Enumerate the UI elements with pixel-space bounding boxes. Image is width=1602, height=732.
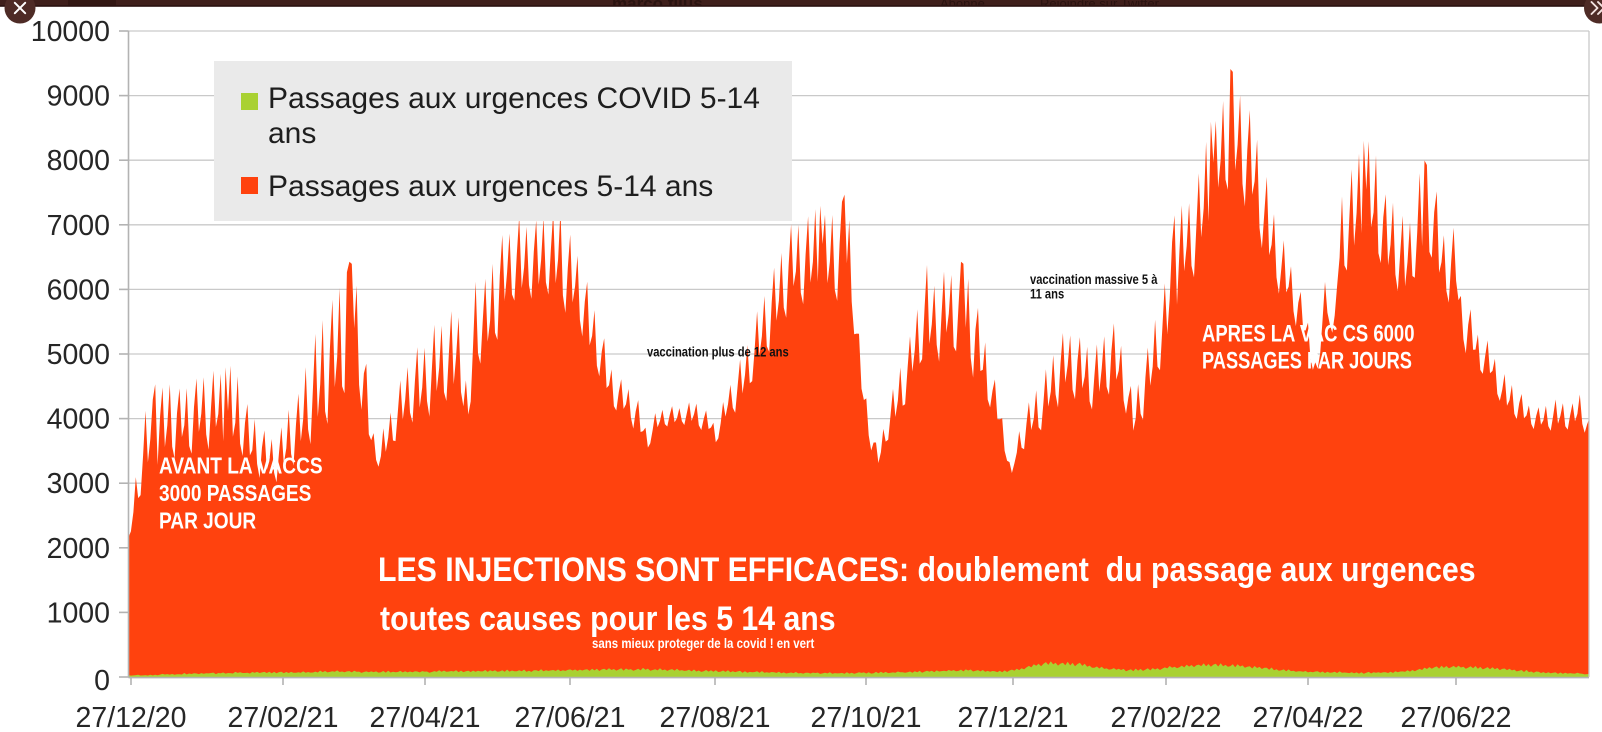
svg-text:LES INJECTIONS SONT EFFICACES:: LES INJECTIONS SONT EFFICACES: doublemen… [378, 550, 1476, 588]
svg-text:9000: 9000 [47, 81, 110, 113]
svg-text:Rejoindre sur Twitter: Rejoindre sur Twitter [1040, 0, 1160, 11]
svg-text:1000: 1000 [47, 597, 110, 629]
svg-text:ans: ans [268, 117, 316, 150]
svg-text:10000: 10000 [31, 16, 110, 48]
svg-text:7000: 7000 [47, 210, 110, 242]
svg-text:3000 PASSAGES: 3000 PASSAGES [159, 481, 311, 506]
svg-text:Abonné: Abonné [940, 0, 985, 11]
svg-text:4000: 4000 [47, 404, 110, 436]
svg-text:Passages aux urgences 5-14 ans: Passages aux urgences 5-14 ans [268, 170, 713, 203]
svg-text:27/04/22: 27/04/22 [1253, 702, 1364, 732]
svg-text:PAR JOUR: PAR JOUR [159, 509, 256, 534]
svg-text:27/12/20: 27/12/20 [76, 702, 187, 732]
svg-text:APRES LA VAC CS 6000: APRES LA VAC CS 6000 [1202, 320, 1415, 347]
svg-text:27/08/21: 27/08/21 [660, 702, 771, 732]
svg-text:6000: 6000 [47, 274, 110, 306]
svg-text:2000: 2000 [47, 533, 110, 565]
svg-text:11 ans: 11 ans [1030, 287, 1064, 302]
svg-text:27/06/22: 27/06/22 [1401, 702, 1512, 732]
svg-text:27/06/21: 27/06/21 [515, 702, 626, 732]
svg-text:8000: 8000 [47, 145, 110, 177]
svg-text:PASSAGES PAR JOURS: PASSAGES PAR JOURS [1202, 347, 1412, 374]
svg-text:5000: 5000 [47, 339, 110, 371]
svg-text:27/12/21: 27/12/21 [958, 702, 1069, 732]
svg-text:27/04/21: 27/04/21 [370, 702, 481, 732]
svg-text:27/10/21: 27/10/21 [811, 702, 922, 732]
svg-text:marco filus: marco filus [612, 0, 703, 13]
svg-text:Passages aux urgences COVID 5-: Passages aux urgences COVID 5-14 [268, 82, 760, 115]
svg-text:sans mieux proteger de la covi: sans mieux proteger de la covid ! en ver… [592, 636, 815, 651]
svg-text:0: 0 [94, 665, 110, 697]
svg-text:AVANT LA VACCS: AVANT LA VACCS [159, 454, 323, 479]
svg-text:27/02/21: 27/02/21 [228, 702, 339, 732]
svg-text:27/02/22: 27/02/22 [1111, 702, 1222, 732]
svg-text:3000: 3000 [47, 468, 110, 500]
svg-text:vaccination plus de 12 ans: vaccination plus de 12 ans [647, 344, 789, 359]
svg-text:toutes causes pour les 5 14 an: toutes causes pour les 5 14 ans [380, 599, 836, 637]
svg-text:vaccination massive 5 à: vaccination massive 5 à [1030, 272, 1158, 287]
